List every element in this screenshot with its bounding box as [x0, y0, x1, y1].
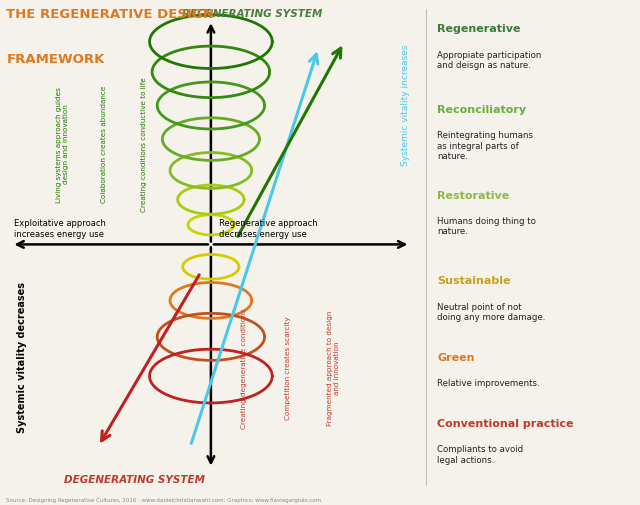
Text: REGENERATING SYSTEM: REGENERATING SYSTEM	[182, 9, 322, 19]
Text: Creating conditions conductive to life: Creating conditions conductive to life	[141, 77, 147, 212]
Text: THE REGENERATIVE DESIGN: THE REGENERATIVE DESIGN	[6, 8, 214, 21]
Text: Exploitative approach
increases energy use: Exploitative approach increases energy u…	[14, 219, 106, 238]
Text: Appropiate participation
and deisgn as nature.: Appropiate participation and deisgn as n…	[437, 50, 541, 70]
Text: Colaboration creates abundance: Colaboration creates abundance	[100, 86, 106, 203]
Text: Humans doing thing to
nature.: Humans doing thing to nature.	[437, 217, 536, 236]
Text: Sustainable: Sustainable	[437, 276, 511, 286]
Text: Regenerative approach
decrases energy use: Regenerative approach decrases energy us…	[218, 219, 317, 238]
Text: Creating degenerative conditions: Creating degenerative conditions	[241, 308, 247, 428]
Text: Restorative: Restorative	[437, 190, 509, 200]
Text: DEGENERATING SYSTEM: DEGENERATING SYSTEM	[64, 474, 205, 484]
Text: Competition creates scarcity: Competition creates scarcity	[285, 316, 291, 420]
Text: Compliants to avoid
legal actions.: Compliants to avoid legal actions.	[437, 444, 524, 464]
Text: Neutral point of not
doing any more damage.: Neutral point of not doing any more dama…	[437, 302, 545, 321]
Text: Systemic vitality decreases: Systemic vitality decreases	[17, 281, 27, 432]
Text: Source: Designing Regenerative Cultures, 2016 · www.danielchristianwahl.com; Gra: Source: Designing Regenerative Cultures,…	[6, 497, 322, 502]
Text: Regenerative: Regenerative	[437, 24, 520, 34]
Text: Systemic vitality increases: Systemic vitality increases	[401, 44, 410, 166]
Text: Living systems approach guides
design and innovation: Living systems approach guides design an…	[56, 86, 69, 202]
Text: Green: Green	[437, 352, 475, 362]
Text: FRAMEWORK: FRAMEWORK	[6, 53, 105, 66]
Text: Reconciliatory: Reconciliatory	[437, 105, 526, 115]
Text: Reintegrating humans
as integral parts of
nature.: Reintegrating humans as integral parts o…	[437, 131, 533, 161]
Text: Conventional practice: Conventional practice	[437, 418, 573, 428]
Text: Relative improvements.: Relative improvements.	[437, 378, 540, 387]
Text: Fragmented approach to design
and innovation: Fragmented approach to design and innova…	[327, 311, 340, 426]
